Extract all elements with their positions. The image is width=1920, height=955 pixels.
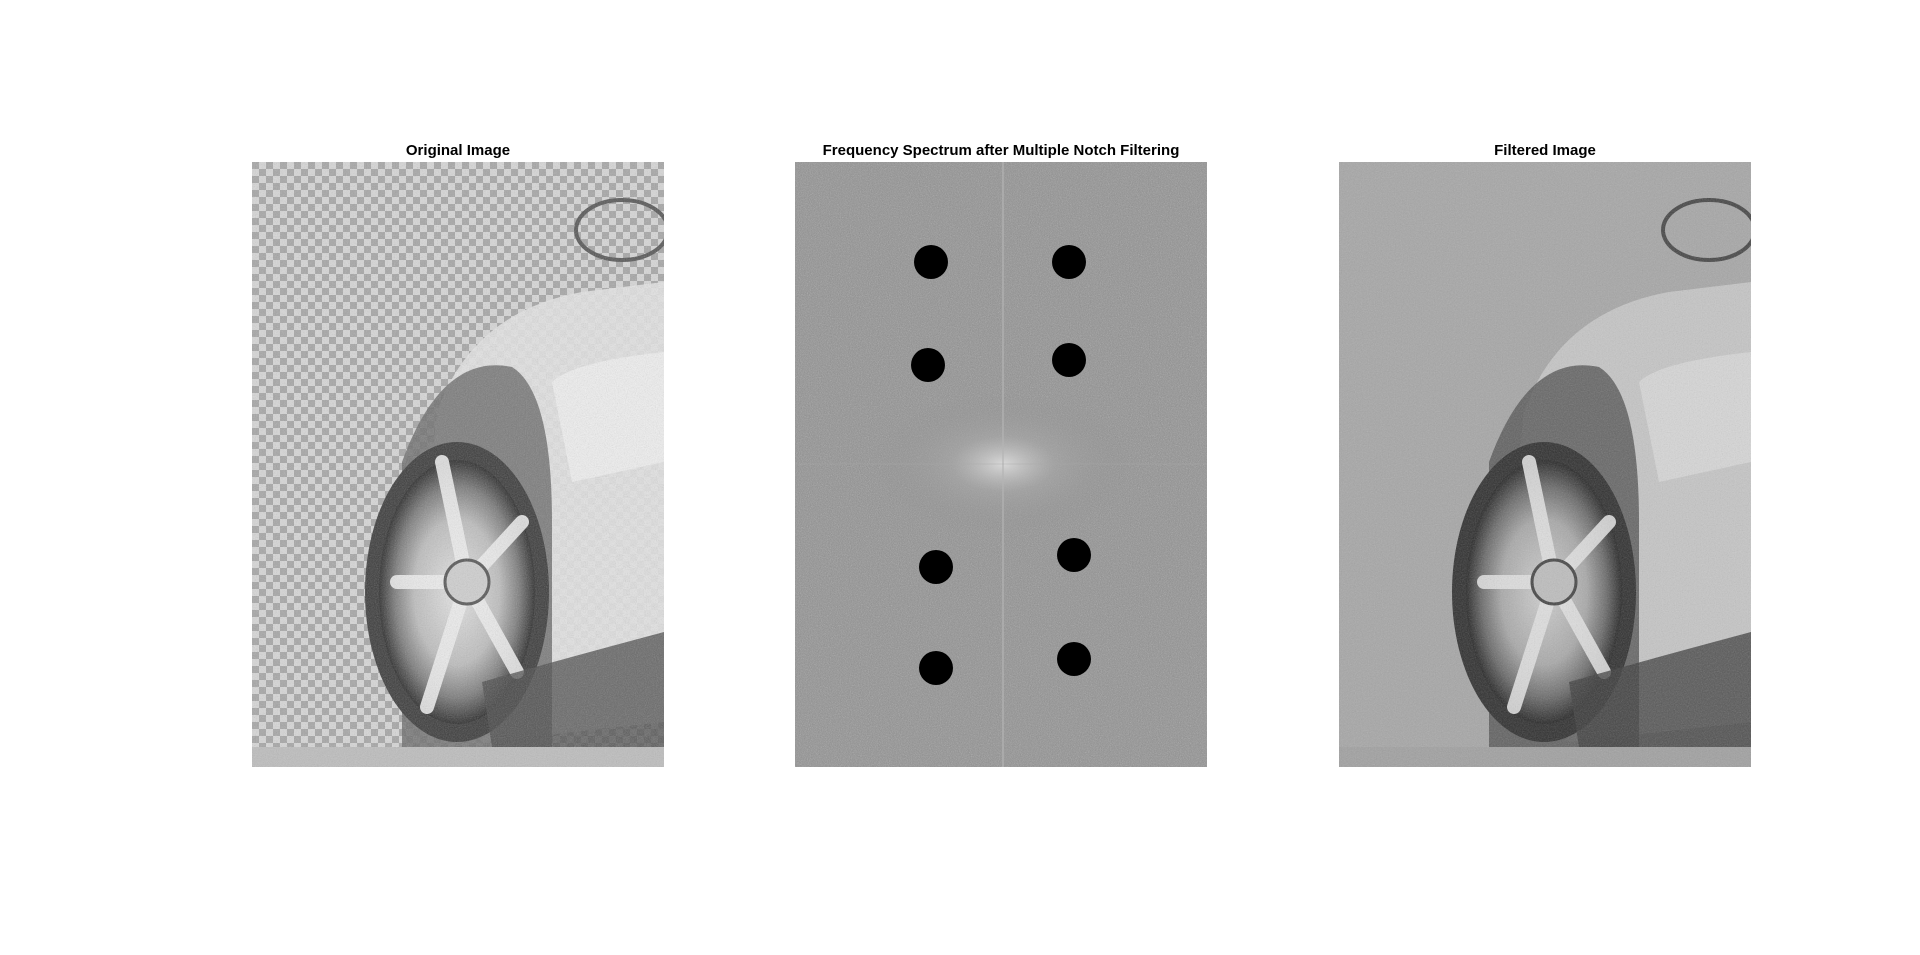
- notch-marker: [1057, 538, 1091, 572]
- panel-title-original: Original Image: [405, 142, 511, 159]
- spectrum-axes: [795, 162, 1207, 767]
- original-image-axes: [252, 162, 664, 767]
- frequency-spectrum-image: [795, 162, 1207, 767]
- notch-marker: [914, 245, 948, 279]
- notch-marker: [919, 550, 953, 584]
- notch-marker: [1057, 642, 1091, 676]
- original-image: [252, 162, 664, 767]
- notch-marker: [919, 651, 953, 685]
- notch-marker: [1052, 343, 1086, 377]
- filtered-image-axes: [1339, 162, 1751, 767]
- panel-title-spectrum: Frequency Spectrum after Multiple Notch …: [822, 142, 1180, 159]
- notch-marker: [911, 348, 945, 382]
- filtered-image: [1339, 162, 1751, 767]
- panel-title-filtered: Filtered Image: [1494, 142, 1596, 159]
- notch-marker: [1052, 245, 1086, 279]
- notch-markers: [911, 245, 1091, 685]
